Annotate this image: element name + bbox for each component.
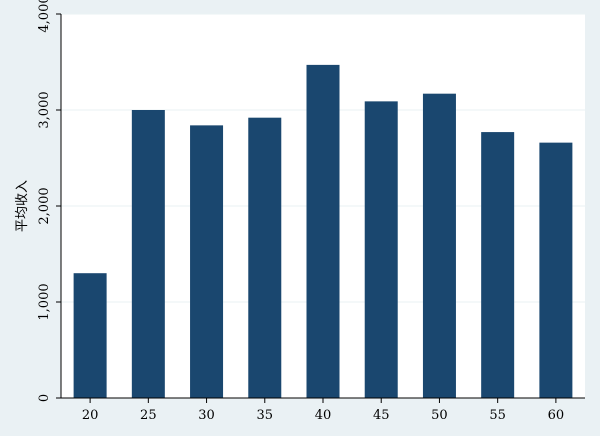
bars: [73, 64, 573, 399]
bar: [131, 110, 165, 398]
x-tick-label: 60: [548, 408, 565, 423]
x-tick-label: 20: [82, 408, 99, 423]
bar: [73, 273, 107, 398]
y-ticks: 0 1,000 2,000 3,000 4,000: [37, 0, 61, 402]
y-axis-label: 平均收入: [15, 180, 30, 232]
x-tick-label: 45: [373, 408, 390, 423]
y-tick-label: 0: [37, 394, 52, 402]
bar: [422, 93, 456, 399]
x-ticks: 20 25 30 35 40 45 50 55 60: [82, 398, 564, 423]
x-tick-label: 40: [315, 408, 332, 423]
x-tick-label: 25: [140, 408, 157, 423]
x-tick-label: 35: [257, 408, 274, 423]
bar: [190, 125, 224, 399]
y-tick-label: 2,000: [37, 187, 52, 224]
y-tick-label: 1,000: [37, 283, 52, 320]
bar: [248, 117, 282, 399]
x-tick-label: 55: [489, 408, 506, 423]
x-tick-label: 50: [431, 408, 448, 423]
y-tick-label: 3,000: [37, 91, 52, 128]
bar: [364, 101, 398, 399]
bar: [306, 64, 340, 398]
x-tick-label: 30: [198, 408, 215, 423]
bar: [539, 142, 573, 398]
y-tick-label: 4,000: [37, 0, 52, 33]
bar: [481, 132, 515, 398]
